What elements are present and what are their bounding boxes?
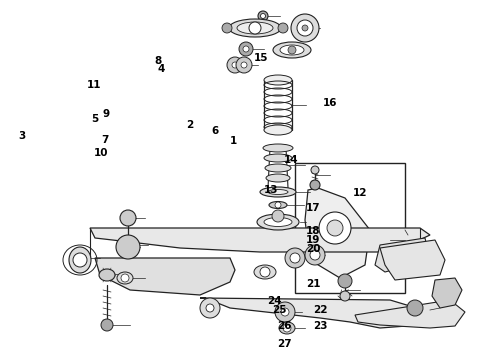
Text: 15: 15 [254, 53, 269, 63]
Text: 14: 14 [284, 155, 299, 165]
Ellipse shape [260, 187, 296, 197]
Polygon shape [375, 238, 430, 272]
Circle shape [232, 62, 238, 68]
Circle shape [249, 22, 261, 34]
Ellipse shape [257, 214, 299, 230]
Circle shape [290, 253, 300, 263]
Circle shape [116, 235, 140, 259]
Circle shape [101, 319, 113, 331]
Ellipse shape [266, 174, 290, 182]
Ellipse shape [254, 265, 276, 279]
Text: 5: 5 [91, 114, 98, 124]
Ellipse shape [117, 272, 133, 284]
Circle shape [288, 46, 296, 54]
Text: 16: 16 [322, 98, 337, 108]
Circle shape [310, 180, 320, 190]
Circle shape [291, 14, 319, 42]
Bar [295, 163, 405, 293]
Text: 21: 21 [306, 279, 321, 289]
Text: 3: 3 [19, 131, 26, 141]
Ellipse shape [269, 202, 287, 208]
Text: 6: 6 [212, 126, 219, 136]
Circle shape [227, 57, 243, 73]
Polygon shape [95, 258, 235, 295]
Text: 20: 20 [306, 244, 321, 255]
Circle shape [261, 13, 266, 18]
Ellipse shape [237, 22, 273, 34]
Circle shape [327, 220, 343, 236]
Ellipse shape [69, 247, 91, 273]
Circle shape [278, 23, 288, 33]
Polygon shape [90, 228, 430, 252]
Polygon shape [380, 240, 445, 280]
Circle shape [260, 267, 270, 277]
Circle shape [275, 202, 281, 208]
Circle shape [206, 304, 214, 312]
Circle shape [73, 253, 87, 267]
Text: 7: 7 [101, 135, 108, 145]
Ellipse shape [99, 269, 115, 281]
Text: 17: 17 [306, 203, 321, 213]
Text: 2: 2 [186, 120, 194, 130]
Circle shape [283, 324, 291, 332]
Text: 24: 24 [268, 296, 282, 306]
Polygon shape [432, 278, 462, 308]
Text: 13: 13 [264, 185, 278, 195]
Text: 22: 22 [314, 305, 328, 315]
Ellipse shape [264, 75, 292, 85]
Ellipse shape [264, 217, 292, 226]
Ellipse shape [264, 125, 292, 135]
Text: 10: 10 [94, 148, 109, 158]
Text: 9: 9 [103, 109, 110, 120]
Text: 8: 8 [154, 56, 162, 66]
Circle shape [236, 57, 252, 73]
Text: 4: 4 [158, 64, 165, 74]
Text: 1: 1 [229, 136, 237, 147]
Ellipse shape [265, 164, 291, 172]
Circle shape [239, 42, 253, 56]
Circle shape [120, 210, 136, 226]
Text: 18: 18 [306, 226, 321, 237]
Text: 23: 23 [314, 321, 328, 331]
Text: 25: 25 [272, 305, 287, 315]
Text: 19: 19 [306, 235, 320, 245]
Circle shape [311, 166, 319, 174]
Ellipse shape [263, 144, 293, 152]
Circle shape [302, 25, 308, 31]
Circle shape [407, 300, 423, 316]
Circle shape [297, 20, 313, 36]
Circle shape [319, 212, 351, 244]
Text: 27: 27 [277, 339, 292, 349]
Circle shape [121, 274, 129, 282]
Ellipse shape [268, 189, 288, 194]
Ellipse shape [279, 322, 295, 334]
Ellipse shape [273, 42, 311, 58]
Circle shape [258, 11, 268, 21]
Circle shape [285, 248, 305, 268]
Circle shape [222, 23, 232, 33]
Text: 12: 12 [353, 188, 368, 198]
Circle shape [281, 308, 289, 316]
Polygon shape [305, 188, 370, 278]
Circle shape [338, 274, 352, 288]
Ellipse shape [229, 19, 281, 37]
Circle shape [310, 250, 320, 260]
Ellipse shape [264, 154, 292, 162]
Text: 26: 26 [277, 321, 292, 331]
Circle shape [272, 210, 284, 222]
Polygon shape [355, 300, 465, 328]
Polygon shape [200, 298, 430, 328]
Text: 11: 11 [87, 80, 102, 90]
Circle shape [305, 245, 325, 265]
Circle shape [241, 62, 247, 68]
Ellipse shape [280, 45, 304, 55]
Circle shape [200, 298, 220, 318]
Circle shape [275, 302, 295, 322]
Circle shape [243, 46, 249, 52]
Circle shape [340, 291, 350, 301]
